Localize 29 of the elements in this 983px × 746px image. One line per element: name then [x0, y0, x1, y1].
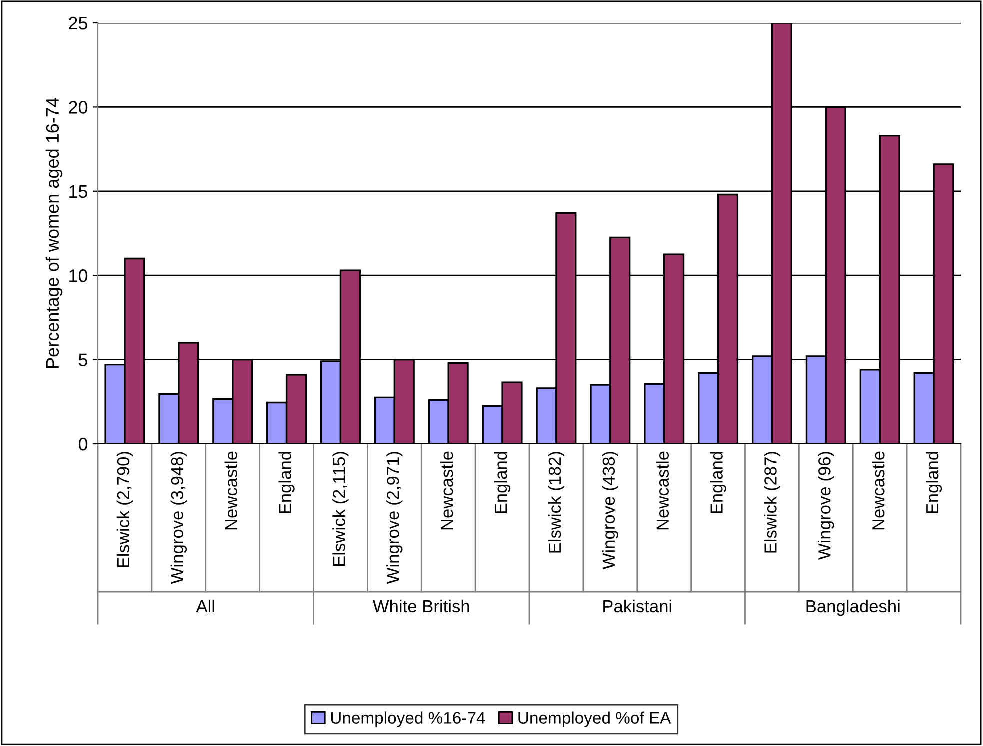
- y-tick-label: 20: [69, 101, 88, 114]
- legend-label: Unemployed %of EA: [518, 712, 672, 728]
- x-tick-label: Wingrove (2,971): [386, 452, 403, 584]
- x-tick-label: Elswick (287): [764, 452, 780, 553]
- text: Bangladeshi: [806, 600, 900, 616]
- y-tick-label: 0: [78, 438, 88, 451]
- y-tick-label: 25: [69, 16, 88, 30]
- text: Pakistani: [604, 600, 672, 613]
- x-tick-label: Newcastle: [872, 452, 885, 530]
- x-tick-label: England: [710, 452, 726, 514]
- x-tick-label: Elswick (2,790): [116, 452, 134, 568]
- x-tick-label: England: [926, 452, 942, 514]
- y-tick-label: 10: [70, 270, 88, 282]
- y-tick-label: 15: [70, 186, 88, 198]
- text: All: [196, 600, 214, 612]
- x-tick-label: Wingrove (3,948): [170, 452, 187, 584]
- x-tick-label: Newcastle: [440, 452, 454, 530]
- y-tick-label: 5: [78, 354, 88, 367]
- x-tick-label: England: [494, 452, 511, 514]
- x-tick-label: Wingrove (438): [602, 452, 618, 570]
- x-tick-label: Newcastle: [656, 452, 670, 530]
- x-tick-label: Wingrove (96): [818, 452, 834, 560]
- y-axis-title: Percentage of women aged 16-74: [46, 98, 63, 368]
- legend-label: Unemployed %16-74: [331, 712, 486, 728]
- x-tick-label: Elswick (2,115): [332, 452, 349, 566]
- x-tick-label: England: [278, 452, 295, 514]
- x-tick-label: Elswick (182): [548, 452, 565, 553]
- x-tick-label: Newcastle: [224, 452, 238, 530]
- text: White British: [372, 600, 470, 613]
